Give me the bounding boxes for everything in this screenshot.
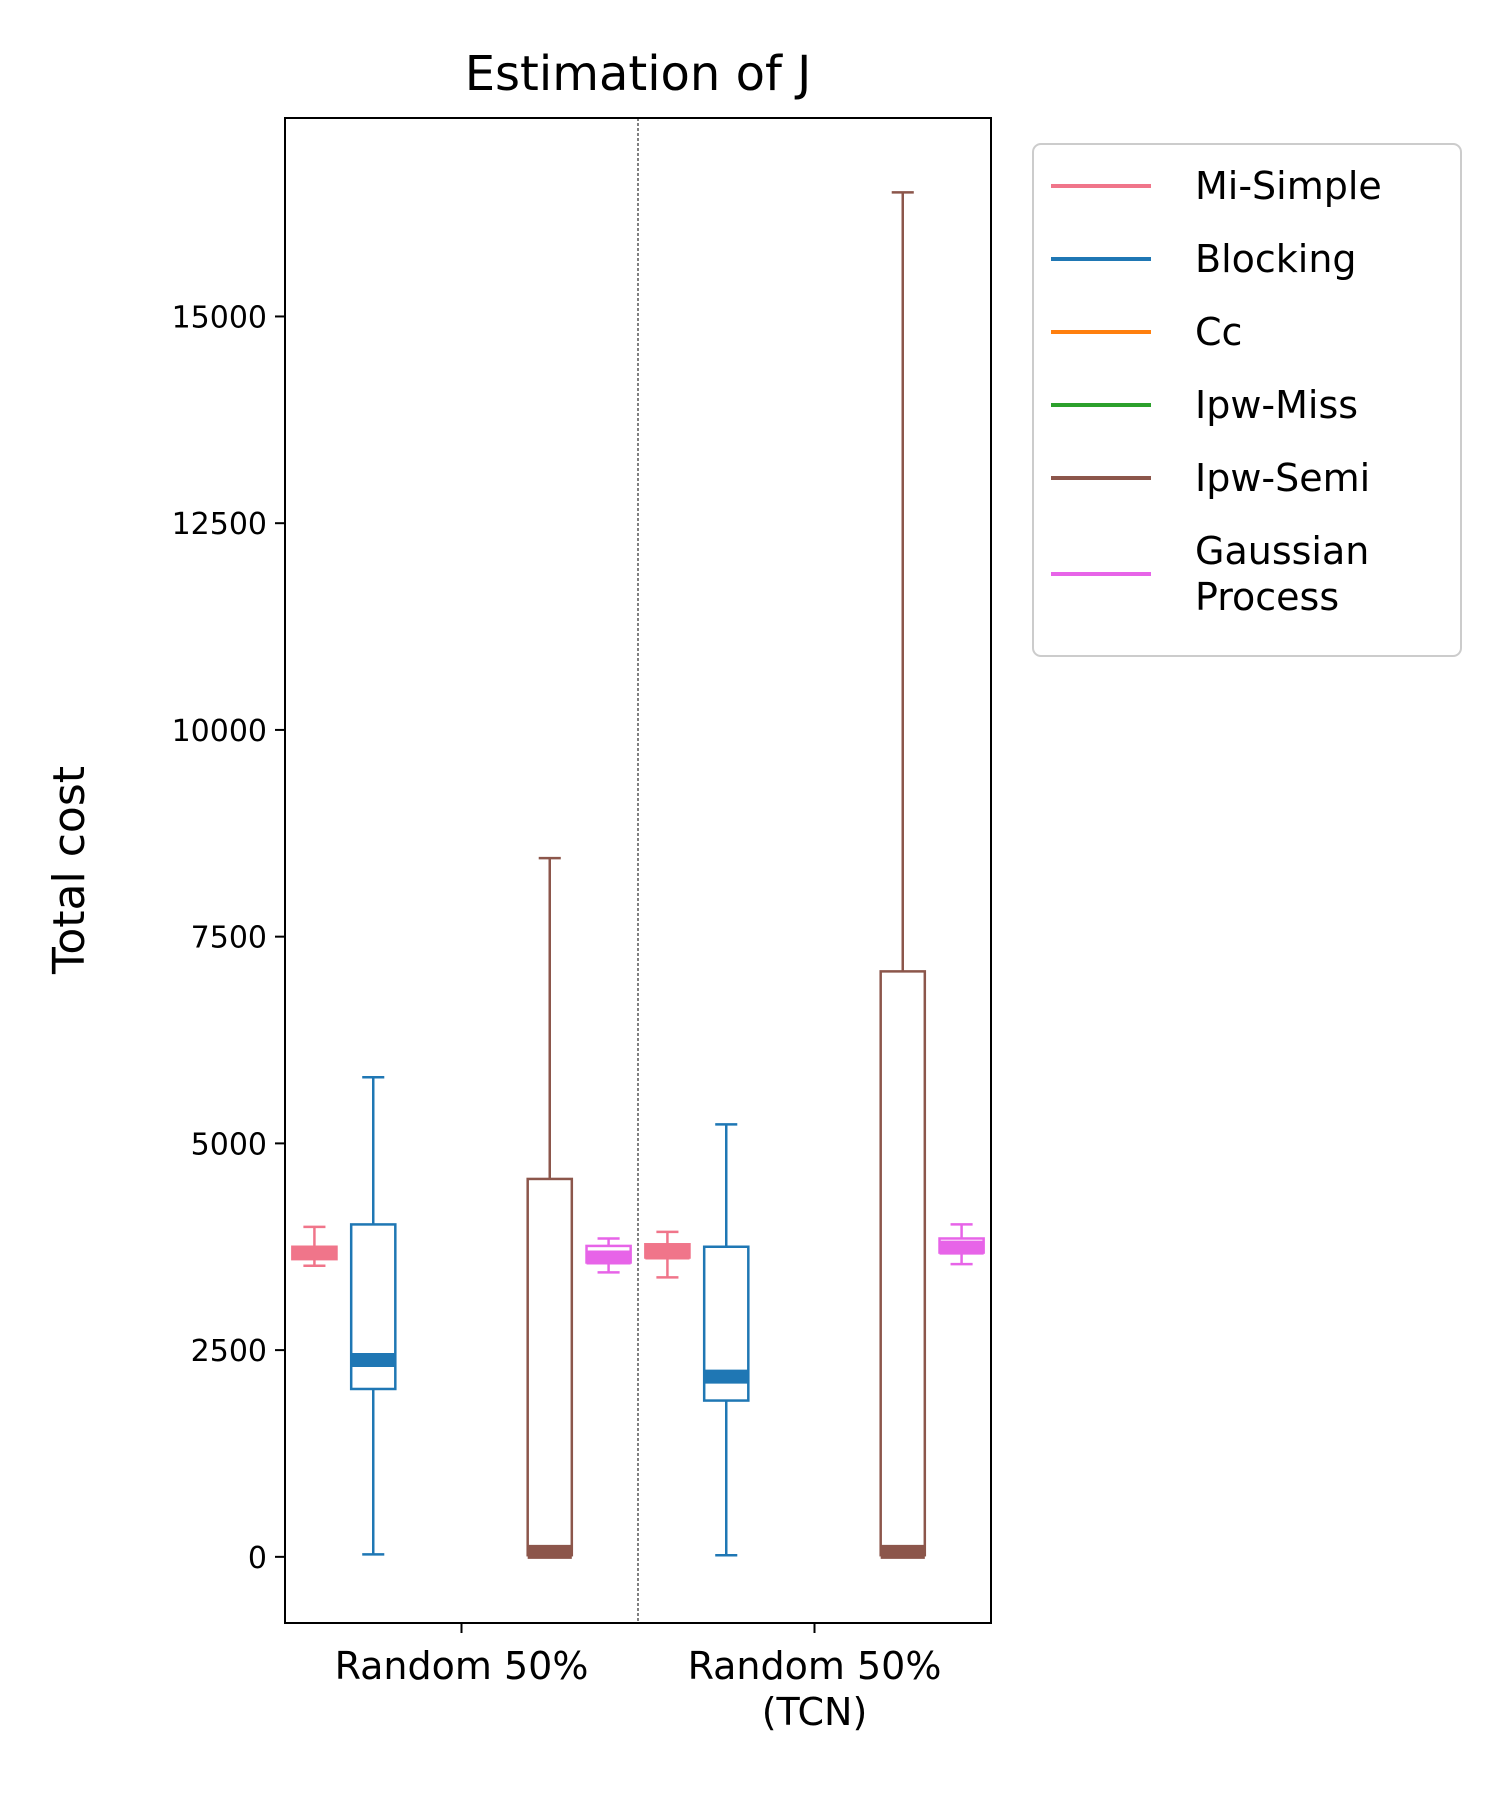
plot-area: 0 2500 5000 7500 10000 12500 15000 Random 50% Ra… xyxy=(172,117,992,1734)
box-iqr xyxy=(349,1223,397,1391)
box-blocking xyxy=(702,1123,750,1557)
legend-frame xyxy=(1032,143,1462,657)
legend-label: Ipw-Semi xyxy=(1195,456,1370,500)
legend-label: Ipw-Miss xyxy=(1195,383,1358,427)
box-ipw-semi xyxy=(526,856,574,1559)
y-tick-label: 2500 xyxy=(191,1334,267,1369)
y-tick-label: 0 xyxy=(248,1541,267,1576)
y-tick-label: 15000 xyxy=(172,300,267,335)
y-tick-label: 7500 xyxy=(191,921,267,956)
y-tick-label: 10000 xyxy=(172,714,267,749)
box-gaussian-process xyxy=(585,1237,632,1274)
plot-frame xyxy=(284,117,992,1624)
box-ipw-semi xyxy=(879,191,927,1559)
box-mi-simple xyxy=(291,1225,338,1268)
y-tick-label: 12500 xyxy=(172,507,267,542)
box-iqr xyxy=(879,970,927,1557)
box-gaussian-process xyxy=(938,1223,985,1266)
legend-label: Mi-Simple xyxy=(1195,164,1382,208)
legend: Mi-Simple Blocking Cc Ipw-Miss Ipw-Semi Gauss… xyxy=(1032,143,1462,657)
box-iqr xyxy=(526,1177,574,1557)
x-tick-label: Random 50% xyxy=(335,1644,589,1688)
chart-title: Estimation of J xyxy=(465,46,812,102)
box-mi-simple xyxy=(644,1230,691,1279)
legend-label: Blocking xyxy=(1195,237,1357,281)
y-axis-label: Total cost xyxy=(44,766,95,975)
legend-label: Gaussian Process xyxy=(1195,529,1369,619)
legend-label: Cc xyxy=(1195,310,1242,354)
x-tick-label: Random 50% (TCN) xyxy=(688,1644,942,1734)
y-tick-label: 5000 xyxy=(191,1127,267,1162)
box-blocking xyxy=(349,1075,397,1556)
box-iqr xyxy=(702,1245,750,1402)
